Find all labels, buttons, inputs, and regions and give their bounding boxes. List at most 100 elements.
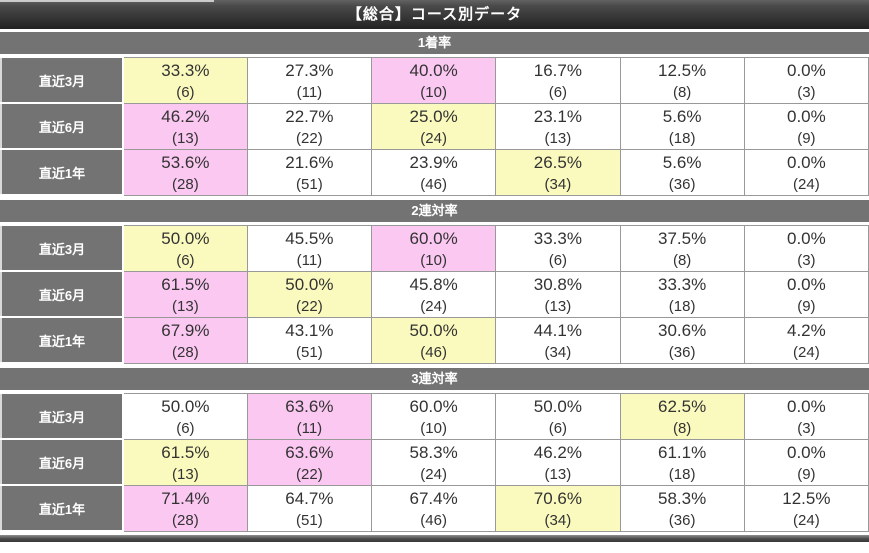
cell-percentage: 44.1%: [533, 321, 582, 340]
cell-count: (10): [420, 84, 447, 101]
cell-count: (13): [544, 298, 572, 315]
data-cell: 67.9% (28): [122, 316, 248, 364]
data-cell: 30.8% (13): [495, 270, 621, 318]
cell-percentage: 33.3%: [533, 229, 582, 248]
cell-percentage: 26.5%: [533, 153, 582, 172]
data-cell: 25.0% (24): [370, 102, 497, 150]
cell-count: (13): [544, 130, 572, 147]
cell-count: (22): [296, 130, 323, 147]
data-cell: 0.0% (3): [743, 392, 869, 440]
cell-percentage: 60.0%: [409, 397, 458, 416]
cell-count: (13): [172, 130, 199, 147]
cell-count: (10): [420, 252, 447, 269]
cell-count: (24): [420, 298, 447, 315]
cell-count: (34): [544, 512, 572, 529]
cell-count: (36): [668, 512, 696, 529]
stats-table-quinella-rate: 直近3月 50.0% (6) 45.5% (11) 60.0% (10) 33.3% (…: [0, 224, 869, 364]
cell-percentage: 45.5%: [285, 229, 334, 248]
cell-count: (3): [797, 252, 816, 269]
data-cell: 43.1% (51): [246, 316, 373, 364]
data-cell: 0.0% (9): [743, 102, 869, 150]
cell-count: (24): [793, 344, 820, 361]
data-cell: 5.6% (36): [619, 148, 745, 196]
cell-count: (34): [544, 176, 572, 193]
cell-percentage: 21.6%: [285, 153, 334, 172]
data-cell: 0.0% (3): [743, 56, 869, 104]
cell-percentage: 67.9%: [161, 321, 210, 340]
cell-count: (11): [296, 252, 323, 269]
cell-count: (3): [797, 420, 816, 437]
cell-count: (9): [797, 466, 816, 483]
data-cell: 16.7% (6): [495, 56, 621, 104]
data-cell: 0.0% (3): [743, 224, 869, 272]
cell-percentage: 5.6%: [662, 153, 702, 172]
cell-percentage: 16.7%: [533, 61, 582, 80]
cell-percentage: 5.6%: [662, 107, 702, 126]
data-cell: 44.1% (34): [495, 316, 621, 364]
cell-percentage: 67.4%: [409, 489, 458, 508]
cell-count: (22): [296, 298, 323, 315]
table-row: 直近1年 53.6% (28) 21.6% (51) 23.9% (46) 26.5%…: [0, 148, 869, 196]
cell-percentage: 46.2%: [161, 107, 210, 126]
cell-percentage: 25.0%: [409, 107, 458, 126]
cell-percentage: 4.2%: [787, 321, 826, 340]
cell-count: (24): [793, 512, 820, 529]
cell-percentage: 0.0%: [787, 61, 826, 80]
cell-percentage: 50.0%: [285, 275, 334, 294]
data-cell: 33.3% (18): [619, 270, 745, 318]
row-label: 直近3月: [0, 392, 124, 440]
cell-percentage: 12.5%: [782, 489, 831, 508]
data-cell: 23.9% (46): [370, 148, 497, 196]
cell-count: (18): [668, 466, 696, 483]
section-header-win-rate: 1着率: [0, 32, 869, 54]
next-section-title-bar-partial: [0, 535, 869, 542]
data-cell: 67.4% (46): [370, 484, 497, 532]
cell-percentage: 50.0%: [161, 397, 210, 416]
cell-count: (51): [296, 344, 323, 361]
cell-count: (24): [420, 130, 447, 147]
row-label: 直近6月: [0, 270, 124, 318]
cell-count: (6): [176, 252, 195, 269]
cell-percentage: 60.0%: [409, 229, 458, 248]
stats-table-trio-rate: 直近3月 50.0% (6) 63.6% (11) 60.0% (10) 50.0% (…: [0, 392, 869, 532]
cell-count: (51): [296, 512, 323, 529]
page-title: 【総合】コース別データ: [0, 0, 869, 29]
cell-percentage: 30.6%: [658, 321, 707, 340]
data-cell: 50.0% (22): [246, 270, 373, 318]
data-cell: 0.0% (9): [743, 438, 869, 486]
data-cell: 58.3% (24): [370, 438, 497, 486]
cell-percentage: 70.6%: [533, 489, 582, 508]
cell-percentage: 46.2%: [533, 443, 582, 462]
cell-percentage: 23.1%: [533, 107, 582, 126]
section-header-quinella-rate: 2連対率: [0, 200, 869, 222]
data-cell: 50.0% (6): [495, 392, 621, 440]
data-cell: 33.3% (6): [495, 224, 621, 272]
cell-percentage: 53.6%: [161, 153, 210, 172]
cell-percentage: 50.0%: [161, 229, 210, 248]
data-cell: 12.5% (8): [619, 56, 745, 104]
data-cell: 50.0% (46): [370, 316, 497, 364]
cell-percentage: 61.5%: [161, 443, 210, 462]
data-cell: 46.2% (13): [495, 438, 621, 486]
row-label: 直近3月: [0, 56, 124, 104]
row-label: 直近1年: [0, 148, 124, 196]
cell-percentage: 64.7%: [285, 489, 334, 508]
data-cell: 62.5% (8): [619, 392, 745, 440]
cell-percentage: 61.5%: [161, 275, 210, 294]
data-cell: 40.0% (10): [370, 56, 497, 104]
cell-count: (22): [296, 466, 323, 483]
data-cell: 46.2% (13): [122, 102, 248, 150]
cell-count: (51): [296, 176, 323, 193]
data-cell: 22.7% (22): [246, 102, 373, 150]
cell-count: (28): [172, 344, 199, 361]
cell-count: (28): [172, 512, 199, 529]
cell-count: (13): [544, 466, 572, 483]
row-label: 直近1年: [0, 316, 124, 364]
cell-count: (36): [668, 176, 696, 193]
data-cell: 5.6% (18): [619, 102, 745, 150]
data-cell: 33.3% (6): [122, 56, 248, 104]
cell-percentage: 45.8%: [409, 275, 458, 294]
cell-count: (6): [176, 420, 195, 437]
table-row: 直近3月 50.0% (6) 63.6% (11) 60.0% (10) 50.0% (…: [0, 392, 869, 440]
